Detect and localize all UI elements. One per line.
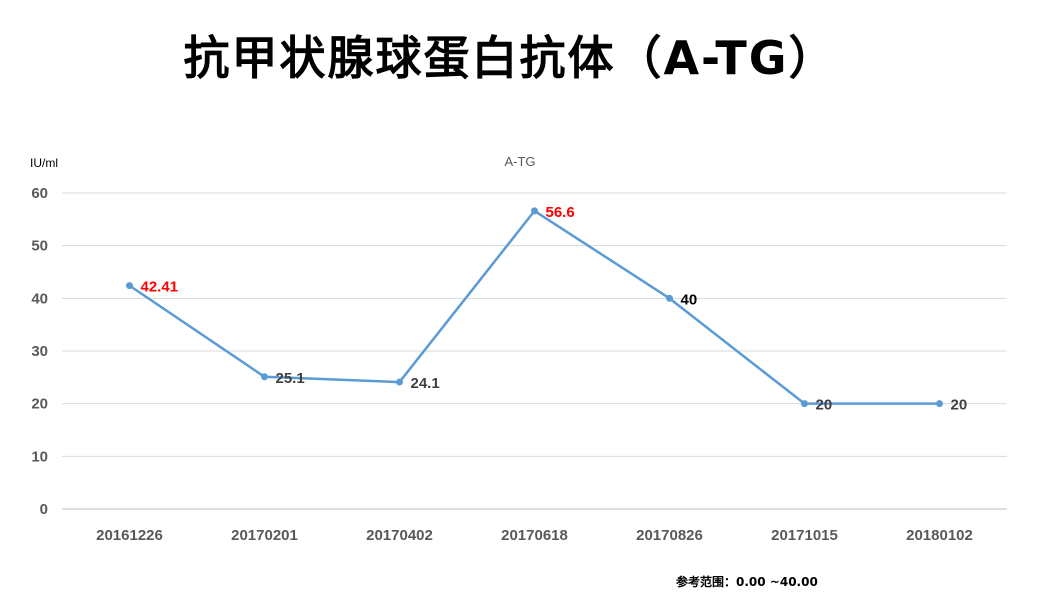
y-tick-label: 60	[31, 185, 48, 202]
data-point	[666, 294, 673, 302]
x-tick-label: 20161226	[96, 527, 163, 544]
y-tick-label: 20	[31, 396, 48, 413]
data-label: 25.1	[276, 370, 305, 387]
page-title: 抗甲状腺球蛋白抗体（A-TG）	[183, 31, 837, 85]
chart-title: A-TG	[504, 154, 536, 169]
x-tick-label: 20170402	[366, 527, 433, 544]
data-label: 20	[951, 397, 968, 414]
data-points	[126, 207, 943, 408]
data-point	[936, 400, 943, 408]
x-tick-label: 20171015	[771, 527, 838, 544]
x-axis-ticks: 20161226 20170201 20170402 20170618 20170826…	[96, 527, 973, 544]
y-tick-label: 50	[31, 238, 48, 255]
y-axis-ticks: 0 10 20 30 40 50 60	[31, 185, 48, 518]
data-label: 42.41	[141, 279, 179, 296]
y-axis-unit: IU/ml	[30, 156, 58, 170]
data-point	[531, 207, 538, 215]
y-tick-label: 10	[31, 448, 48, 465]
data-label: 20	[816, 397, 833, 414]
data-label: 40	[681, 291, 698, 308]
data-label: 56.6	[546, 204, 575, 221]
y-tick-label: 30	[31, 343, 48, 360]
y-tick-label: 40	[31, 290, 48, 307]
x-tick-label: 20180102	[906, 527, 973, 544]
y-tick-label: 0	[40, 501, 48, 518]
reference-range-note: 参考范围：0.00 ~40.00	[676, 575, 818, 589]
data-labels: 42.41 25.1 24.1 56.6 40 20 20	[141, 204, 968, 414]
data-point	[396, 378, 403, 386]
data-point	[801, 400, 808, 408]
data-point	[126, 282, 133, 290]
x-tick-label: 20170618	[501, 527, 568, 544]
x-tick-label: 20170826	[636, 527, 703, 544]
x-tick-label: 20170201	[231, 527, 298, 544]
data-point	[261, 373, 268, 381]
series-line-a-tg	[128, 209, 940, 405]
gridlines	[62, 192, 1007, 510]
data-label: 24.1	[411, 375, 440, 392]
